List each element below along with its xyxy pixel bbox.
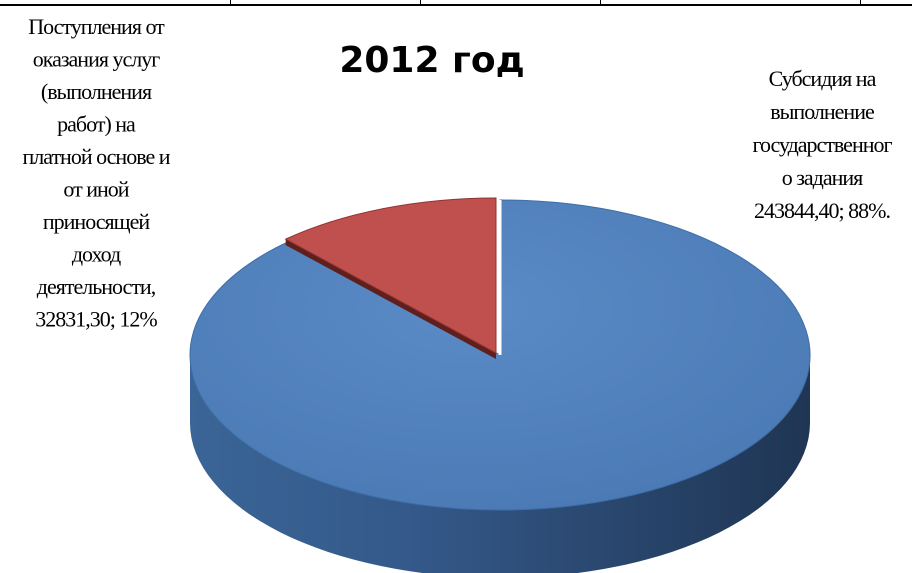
label-line: 243844,40; 88%. (754, 198, 890, 223)
top-border-tick (420, 0, 421, 6)
top-border-tick (860, 0, 861, 6)
top-border-tick (230, 0, 231, 6)
chart-title: 2012 год (339, 40, 524, 81)
label-line: от иной (63, 177, 129, 202)
label-line: выполнение (770, 99, 874, 124)
label-line: деятельности, (37, 274, 156, 299)
label-line: приносящей (43, 209, 150, 234)
top-border-line (0, 4, 912, 6)
data-label-subsidy: Субсидия на выполнение государственног о за… (752, 66, 892, 223)
label-line: о задания (782, 165, 863, 190)
pie-body (189, 197, 811, 573)
label-line: работ) на (57, 112, 136, 137)
slice-labels: Субсидия на выполнение государственног о за… (23, 14, 894, 332)
top-border-tick (600, 0, 601, 6)
label-line: оказания услуг (33, 47, 160, 72)
top-border (0, 0, 912, 6)
label-line: платной основе и (23, 144, 171, 169)
label-line: Поступления от (28, 14, 165, 39)
label-line: 32831,30; 12% (35, 307, 157, 332)
pie-slice-paid-services (284, 197, 497, 359)
label-line: доход (72, 242, 121, 267)
label-line: (выполнения (41, 79, 152, 104)
label-line: Субсидия на (769, 66, 877, 91)
label-line: государственног (752, 132, 892, 157)
pie-side-wall (190, 355, 810, 573)
data-label-paid-services: Поступления от оказания услуг (выполнения р… (23, 14, 171, 332)
